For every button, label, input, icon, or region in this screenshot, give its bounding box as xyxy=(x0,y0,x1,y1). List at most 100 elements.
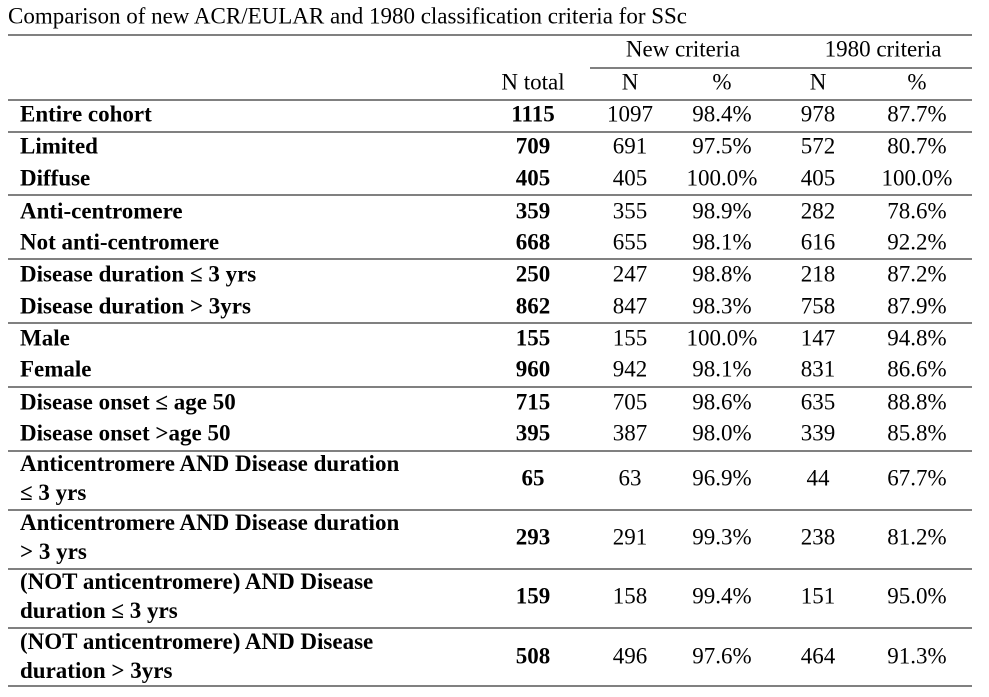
cell: 405 xyxy=(516,165,551,190)
column-header: N total xyxy=(501,69,564,94)
cell: 96.9% xyxy=(692,465,751,490)
cell: 65 xyxy=(522,465,545,490)
cell: 405 xyxy=(613,165,648,190)
cell: 978 xyxy=(801,101,836,126)
cell: 97.6% xyxy=(692,643,751,668)
cell: 635 xyxy=(801,389,836,414)
cell: 155 xyxy=(613,325,648,350)
row-label: ≤ 3 yrs xyxy=(20,480,86,505)
cell: 709 xyxy=(516,133,551,158)
row-label: Diffuse xyxy=(20,165,90,190)
cell: 98.4% xyxy=(692,101,751,126)
row-label: Disease duration ≤ 3 yrs xyxy=(20,261,256,286)
cell: 1115 xyxy=(511,101,554,126)
row-label: duration ≤ 3 yrs xyxy=(20,598,178,623)
cell: 147 xyxy=(801,325,836,350)
cell: 395 xyxy=(516,420,551,445)
cell: 942 xyxy=(613,356,648,381)
cell: 94.8% xyxy=(887,325,946,350)
cell: 496 xyxy=(613,643,648,668)
column-header: % xyxy=(907,69,926,94)
cell: 705 xyxy=(613,389,648,414)
row-label: Disease onset >age 50 xyxy=(20,420,231,445)
cell: 862 xyxy=(516,293,551,318)
cell: 99.3% xyxy=(692,524,751,549)
row-label: Anticentromere AND Disease duration xyxy=(20,451,399,476)
cell: 159 xyxy=(516,583,551,608)
cell: 250 xyxy=(516,261,551,286)
cell: 87.7% xyxy=(887,101,946,126)
row-label: (NOT anticentromere) AND Disease xyxy=(20,569,373,594)
cell: 151 xyxy=(801,583,836,608)
cell: 63 xyxy=(619,465,642,490)
cell: 339 xyxy=(801,420,836,445)
table-title: Comparison of new ACR/EULAR and 1980 cla… xyxy=(8,3,687,28)
cell: 616 xyxy=(801,229,836,254)
cell: 98.3% xyxy=(692,293,751,318)
cell: 78.6% xyxy=(887,198,946,223)
cell: 668 xyxy=(516,229,551,254)
cell: 88.8% xyxy=(887,389,946,414)
cell: 758 xyxy=(801,293,836,318)
cell: 218 xyxy=(801,261,836,286)
cell: 98.0% xyxy=(692,420,751,445)
cell: 655 xyxy=(613,229,648,254)
cell: 831 xyxy=(801,356,836,381)
row-label: > 3 yrs xyxy=(20,539,87,564)
row-label: Not anti-centromere xyxy=(20,229,219,254)
cell: 847 xyxy=(613,293,648,318)
row-label: Female xyxy=(20,356,92,381)
cell: 691 xyxy=(613,133,648,158)
row-label: Anticentromere AND Disease duration xyxy=(20,510,399,535)
cell: 572 xyxy=(801,133,836,158)
cell: 282 xyxy=(801,198,836,223)
row-label: Disease duration > 3yrs xyxy=(20,293,251,318)
cell: 100.0% xyxy=(687,325,758,350)
cell: 85.8% xyxy=(887,420,946,445)
cell: 98.1% xyxy=(692,356,751,381)
cell: 100.0% xyxy=(882,165,953,190)
cell: 508 xyxy=(516,643,551,668)
cell: 92.2% xyxy=(887,229,946,254)
cell: 98.9% xyxy=(692,198,751,223)
cell: 81.2% xyxy=(887,524,946,549)
cell: 960 xyxy=(516,356,551,381)
cell: 405 xyxy=(801,165,836,190)
cell: 86.6% xyxy=(887,356,946,381)
cell: 91.3% xyxy=(887,643,946,668)
row-label: Anti-centromere xyxy=(20,198,183,223)
cell: 1097 xyxy=(607,101,653,126)
column-header: N xyxy=(622,69,639,94)
cell: 359 xyxy=(516,198,551,223)
cell: 291 xyxy=(613,524,648,549)
group-header: 1980 criteria xyxy=(825,36,942,61)
cell: 98.6% xyxy=(692,389,751,414)
cell: 44 xyxy=(807,465,831,490)
cell: 97.5% xyxy=(692,133,751,158)
cell: 98.8% xyxy=(692,261,751,286)
cell: 99.4% xyxy=(692,583,751,608)
row-label: Limited xyxy=(20,133,98,158)
column-header: % xyxy=(712,69,731,94)
cell: 387 xyxy=(613,420,648,445)
row-label: duration > 3yrs xyxy=(20,658,172,683)
cell: 238 xyxy=(801,524,836,549)
cell: 95.0% xyxy=(887,583,946,608)
cell: 247 xyxy=(613,261,648,286)
cell: 464 xyxy=(801,643,836,668)
cell: 155 xyxy=(516,325,551,350)
group-header: New criteria xyxy=(626,36,740,61)
column-header: N xyxy=(810,69,827,94)
cell: 87.9% xyxy=(887,293,946,318)
cell: 355 xyxy=(613,198,648,223)
cell: 158 xyxy=(613,583,648,608)
row-label: Male xyxy=(20,325,70,350)
cell: 293 xyxy=(516,524,551,549)
cell: 80.7% xyxy=(887,133,946,158)
cell: 87.2% xyxy=(887,261,946,286)
row-label: (NOT anticentromere) AND Disease xyxy=(20,629,373,654)
cell: 98.1% xyxy=(692,229,751,254)
cell: 100.0% xyxy=(687,165,758,190)
row-label: Entire cohort xyxy=(20,101,152,126)
